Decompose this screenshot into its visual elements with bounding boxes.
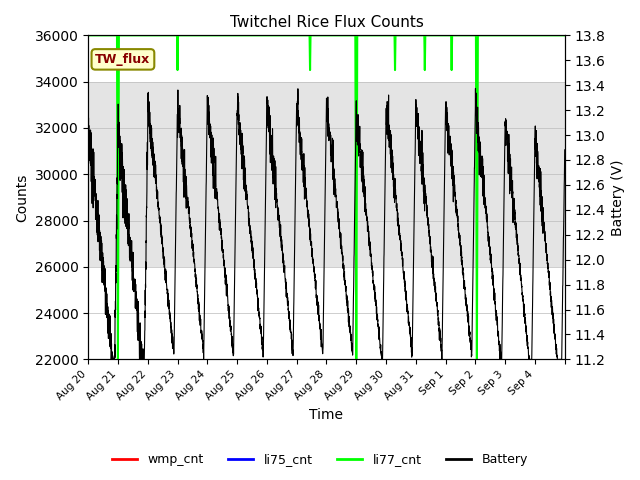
Title: Twitchel Rice Flux Counts: Twitchel Rice Flux Counts: [230, 15, 424, 30]
X-axis label: Time: Time: [309, 408, 344, 422]
Y-axis label: Counts: Counts: [15, 173, 29, 222]
Text: TW_flux: TW_flux: [95, 53, 150, 66]
Bar: [88, 82, 564, 267]
Y-axis label: Battery (V): Battery (V): [611, 159, 625, 236]
Legend: wmp_cnt, li75_cnt, li77_cnt, Battery: wmp_cnt, li75_cnt, li77_cnt, Battery: [107, 448, 533, 471]
